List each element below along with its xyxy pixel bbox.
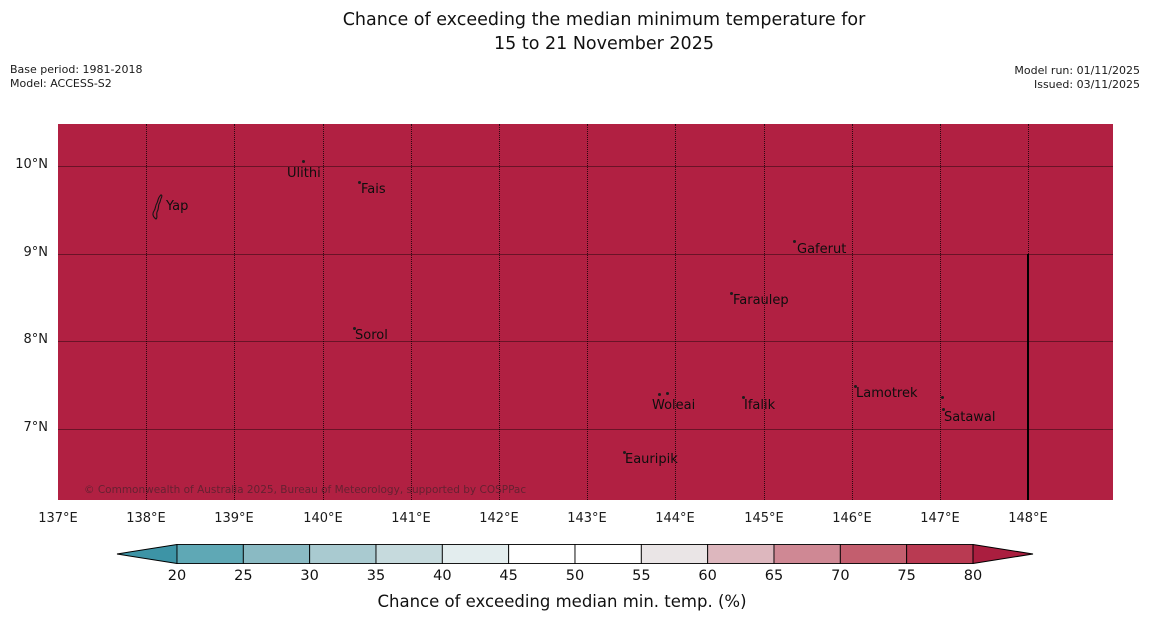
colorbar-segment bbox=[839, 544, 908, 564]
colorbar-segment bbox=[176, 544, 244, 564]
longitude-gridline bbox=[675, 124, 676, 500]
colorbar-tick-label: 80 bbox=[963, 568, 983, 584]
longitude-gridline bbox=[940, 124, 941, 500]
island-dot bbox=[623, 451, 626, 454]
colorbar-segment bbox=[640, 544, 709, 564]
island-dot bbox=[742, 396, 745, 399]
place-label: Faraulep bbox=[733, 293, 789, 308]
colorbar-tick-label: 60 bbox=[698, 568, 717, 584]
lon-tick-label: 143°E bbox=[567, 511, 607, 526]
island-dot bbox=[666, 392, 669, 395]
colorbar-axis-label: Chance of exceeding median min. temp. (%… bbox=[377, 592, 747, 611]
place-label: Ifalik bbox=[744, 398, 776, 413]
colorbar-tick-label: 75 bbox=[897, 568, 916, 584]
island-dot bbox=[302, 160, 305, 163]
lat-tick-label: 9°N bbox=[23, 245, 49, 260]
lat-tick-label: 7°N bbox=[23, 420, 49, 435]
longitude-gridline bbox=[499, 124, 500, 500]
chart-title: Chance of exceeding the median minimum t… bbox=[343, 8, 866, 56]
lon-tick-label: 141°E bbox=[391, 511, 431, 526]
yap-island-outline bbox=[152, 194, 163, 220]
longitude-gridline bbox=[234, 124, 235, 500]
place-label: Eauripik bbox=[625, 452, 678, 467]
latitude-gridline bbox=[58, 254, 1113, 255]
colorbar-tick-label: 50 bbox=[565, 568, 585, 584]
lon-tick-label: 144°E bbox=[655, 511, 695, 526]
copyright-text: © Commonwealth of Australia 2025, Bureau… bbox=[84, 484, 527, 496]
place-label: Fais bbox=[361, 182, 386, 197]
colorbar-segment bbox=[375, 544, 443, 564]
island-dot bbox=[358, 181, 361, 184]
island-dot bbox=[793, 240, 796, 243]
colorbar-segment bbox=[906, 544, 974, 564]
longitude-gridline bbox=[411, 124, 412, 500]
meta-left: Base period: 1981-2018 Model: ACCESS-S2 bbox=[10, 63, 142, 91]
place-label: Gaferut bbox=[797, 242, 847, 257]
island-dot bbox=[658, 393, 661, 396]
lon-tick-label: 139°E bbox=[214, 511, 254, 526]
colorbar-tick-label: 45 bbox=[499, 568, 518, 584]
colorbar-segment bbox=[309, 544, 377, 564]
meta-right: Model run: 01/11/2025 Issued: 03/11/2025 bbox=[1014, 64, 1140, 92]
chart-title-line2: 15 to 21 November 2025 bbox=[494, 34, 714, 54]
colorbar-segment bbox=[707, 544, 775, 564]
place-label: Sorol bbox=[355, 328, 388, 343]
state-boundary-line bbox=[1027, 254, 1029, 500]
colorbar-segment bbox=[441, 544, 510, 564]
model-run-text: Model run: 01/11/2025 bbox=[1014, 64, 1140, 77]
place-label: Woleai bbox=[652, 398, 696, 413]
place-label: Yap bbox=[166, 199, 189, 214]
lon-tick-label: 146°E bbox=[832, 511, 872, 526]
colorbar-segment bbox=[508, 544, 576, 564]
island-dot bbox=[353, 327, 356, 330]
island-dot bbox=[854, 385, 857, 388]
island-dot bbox=[941, 396, 944, 399]
lon-tick-label: 148°E bbox=[1008, 511, 1048, 526]
colorbar-tick-label: 35 bbox=[366, 568, 386, 584]
model-text: Model: ACCESS-S2 bbox=[10, 77, 112, 90]
colorbar-tick-label: 55 bbox=[632, 568, 651, 584]
island-dot bbox=[730, 292, 733, 295]
longitude-gridline bbox=[852, 124, 853, 500]
longitude-gridline bbox=[323, 124, 324, 500]
island-dot bbox=[942, 408, 945, 411]
issued-text: Issued: 03/11/2025 bbox=[1033, 78, 1140, 91]
colorbar-svg bbox=[116, 543, 1034, 565]
map-canvas: © Commonwealth of Australia 2025, Bureau… bbox=[58, 124, 1113, 500]
colorbar-tick-label: 40 bbox=[433, 568, 452, 584]
colorbar-tick-label: 25 bbox=[234, 568, 253, 584]
lon-tick-label: 138°E bbox=[126, 511, 166, 526]
colorbar-tick-label: 30 bbox=[300, 568, 319, 584]
latitude-gridline bbox=[58, 166, 1113, 167]
chart-title-line1: Chance of exceeding the median minimum t… bbox=[342, 10, 866, 30]
lon-tick-label: 145°E bbox=[744, 511, 784, 526]
colorbar bbox=[115, 543, 1035, 565]
place-label: Ulithi bbox=[287, 166, 321, 181]
longitude-gridline bbox=[146, 124, 147, 500]
longitude-gridline bbox=[587, 124, 588, 500]
lon-tick-label: 142°E bbox=[479, 511, 519, 526]
colorbar-tick-label: 70 bbox=[831, 568, 850, 584]
place-label: Lamotrek bbox=[856, 386, 918, 401]
lat-tick-label: 8°N bbox=[23, 332, 49, 347]
lat-tick-label: 10°N bbox=[15, 157, 48, 172]
base-period-text: Base period: 1981-2018 bbox=[10, 63, 143, 76]
colorbar-left-arrow bbox=[116, 543, 178, 565]
latitude-gridline bbox=[58, 429, 1113, 430]
colorbar-tick-label: 65 bbox=[764, 568, 784, 584]
longitude-gridline bbox=[764, 124, 765, 500]
colorbar-segment bbox=[242, 544, 311, 564]
lon-tick-label: 137°E bbox=[38, 511, 78, 526]
colorbar-tick-label: 20 bbox=[167, 568, 187, 584]
place-label: Satawal bbox=[944, 410, 996, 425]
lon-tick-label: 147°E bbox=[920, 511, 960, 526]
latitude-gridline bbox=[58, 341, 1113, 342]
colorbar-segment bbox=[574, 544, 642, 564]
lon-tick-label: 140°E bbox=[303, 511, 343, 526]
colorbar-right-arrow bbox=[972, 543, 1034, 565]
colorbar-segment bbox=[773, 544, 841, 564]
